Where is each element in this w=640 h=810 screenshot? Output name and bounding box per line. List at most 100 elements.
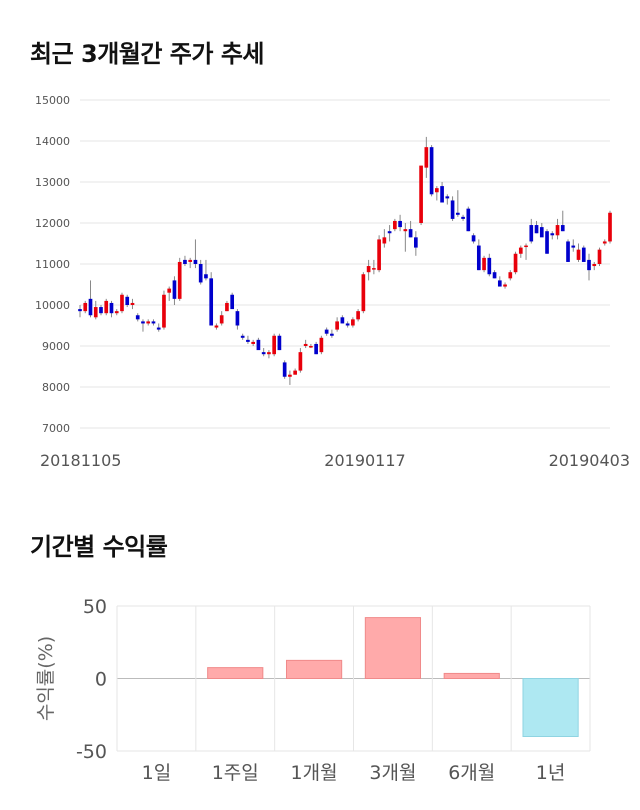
candle-body [372,268,376,270]
candle-body [455,212,460,215]
price-y-tick: 11000 [35,258,70,271]
price-candle [372,259,376,275]
price-candle [225,300,229,312]
candle-body [214,325,219,328]
candle-body [508,272,513,279]
candle-body [93,307,98,318]
candle-body [120,294,124,312]
candle-body [335,321,339,330]
return-category-label: 1년 [536,762,566,784]
price-candle [151,319,156,326]
return-category-label: 1주일 [212,762,259,784]
price-x-tick: 20190117 [324,451,405,470]
price-candle [366,259,371,281]
candle-body [282,362,287,377]
candle-body [277,335,282,351]
price-candle [235,309,240,330]
price-candle [162,290,166,330]
candle-body [476,245,481,271]
candle-body [450,200,455,219]
candle-body [382,237,387,244]
price-candle [539,223,544,238]
price-candle [408,220,413,238]
price-candle [314,341,318,355]
return-category-label: 1개월 [291,762,338,784]
price-candle [272,333,276,357]
candle-body [177,261,182,299]
price-candle [214,323,219,330]
candle-body [340,317,345,324]
candle-body [518,247,523,254]
price-candle [256,337,261,351]
candle-body [225,302,229,312]
return-category-label: 1일 [142,762,172,784]
candle-body [114,311,119,314]
candle-body [393,220,397,230]
candle-body [298,352,303,371]
price-candle [172,276,177,305]
price-candle [445,194,450,205]
candle-body [534,225,539,234]
candle-body [555,225,560,236]
price-candlestick-chart: 7000 8000 9000 10000 11000 12000 13000 14000 150… [35,94,630,470]
price-y-tick: 15000 [35,94,70,107]
price-trend-title: 최근 3개월간 주가 추세 [30,40,265,68]
candle-body [125,296,130,305]
candle-body [529,225,534,242]
price-x-tick: 20181105 [40,451,121,470]
price-candle [387,225,392,242]
candle-body [440,186,444,203]
return-bar [364,617,422,679]
candle-body [314,343,318,355]
price-candle [597,247,602,267]
price-candle [393,218,397,232]
price-candle [277,333,282,351]
candle-body [109,302,114,314]
candle-body [387,231,392,234]
price-candle [261,348,266,357]
candle-body [361,274,366,312]
candle-body [377,239,381,271]
price-candle [471,233,476,244]
price-candle [188,257,193,269]
price-candle [440,182,444,203]
price-candle [83,300,88,314]
price-candle [487,253,492,277]
return-y-axis-label: 수익률(%) [35,636,57,721]
price-candle [209,272,214,326]
candle-body [235,311,240,326]
price-candle [193,239,198,269]
candle-body [497,280,502,287]
price-candle [382,229,387,248]
price-candle [419,165,423,226]
return-bar [207,667,264,679]
price-candle [251,339,256,346]
price-candle [345,321,350,328]
price-candle [78,305,82,318]
candle-body [293,370,297,375]
candle-body [99,307,103,314]
candle-body [104,300,109,314]
price-candle [167,286,172,301]
candle-body [219,315,224,324]
candle-body [419,165,423,223]
candle-body [429,147,434,195]
price-candle [183,255,187,267]
price-y-tick: 9000 [42,340,70,353]
candle-body [78,309,82,312]
candle-body [566,241,570,262]
return-category-label: 3개월 [369,762,416,784]
price-candle [398,214,402,232]
price-candle [288,370,292,385]
candle-body [188,259,193,262]
candle-body [209,278,214,326]
price-candle [587,253,591,281]
price-candle [130,298,135,310]
price-candle [571,239,576,252]
period-return-title: 기간별 수익률 [30,533,168,561]
return-y-tick: 0 [95,669,107,691]
price-candle [99,305,103,316]
price-candle [330,329,334,338]
price-y-tick: 7000 [42,422,70,435]
candle-body [471,235,476,242]
